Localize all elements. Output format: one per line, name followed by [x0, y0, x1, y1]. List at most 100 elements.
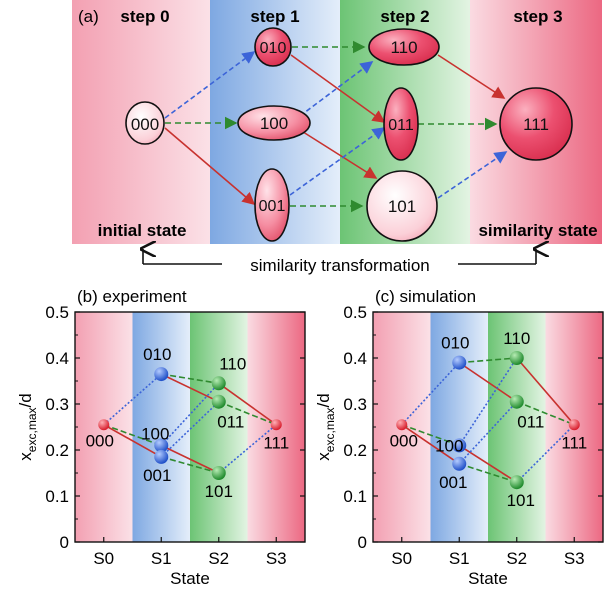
- arrow-000-001: [164, 127, 256, 206]
- data-label-110: 110: [219, 354, 246, 373]
- data-point-011: [211, 394, 226, 409]
- y-tick-label: 0.2: [45, 441, 69, 460]
- data-label-101: 101: [507, 491, 535, 510]
- data-point-001: [452, 456, 467, 471]
- state-nodes: 000 010 100 001 110 011: [125, 27, 573, 242]
- state-band-s2: [488, 312, 546, 542]
- data-point-100: [452, 438, 467, 453]
- similarity-state-label: similarity state: [478, 221, 597, 240]
- link-001-011: [160, 401, 220, 458]
- x-tick-label: S3: [564, 549, 585, 568]
- link-001-101: [459, 463, 517, 483]
- step3-label: step 3: [513, 7, 562, 26]
- data-point-111: [270, 419, 282, 431]
- y-tick-label: 0.2: [343, 441, 367, 460]
- y-axis-label-main: x: [314, 452, 333, 461]
- y-tick-label: 0.3: [343, 395, 367, 414]
- node-111: 111: [499, 87, 573, 161]
- data-point-110: [211, 376, 226, 391]
- x-axis-label: State: [468, 569, 508, 588]
- link-101-111: [218, 424, 277, 474]
- data-point-111: [568, 419, 580, 431]
- arrow-100-101: [299, 129, 378, 179]
- y-tick-label: 0.1: [343, 487, 367, 506]
- x-tick-label: S3: [266, 549, 287, 568]
- link-000-010: [103, 373, 162, 426]
- step1-label: step 1: [250, 7, 299, 26]
- arrow-100-110: [299, 61, 374, 117]
- y-tick-label: 0.5: [343, 303, 367, 322]
- panel-a-label: (a): [78, 7, 99, 26]
- link-010-110: [459, 357, 517, 364]
- y-tick-label: 0.4: [45, 349, 69, 368]
- data-label-000: 000: [86, 432, 114, 451]
- data-point-100: [154, 438, 169, 453]
- link-100-110: [458, 357, 518, 446]
- state-band-s1: [430, 312, 488, 542]
- data-label-001: 001: [143, 466, 171, 485]
- x-axis-label: State: [170, 569, 210, 588]
- data-point-011: [509, 394, 524, 409]
- chart-title: (b) experiment: [77, 287, 187, 306]
- link-011-111: [516, 400, 575, 426]
- y-tick-label: 0: [60, 533, 69, 552]
- x-tick-label: S0: [93, 549, 114, 568]
- link-001-101: [161, 456, 219, 474]
- data-label-101: 101: [205, 482, 233, 501]
- y-axis-label-tail: /d: [16, 393, 35, 407]
- node-000: 000: [125, 101, 165, 145]
- x-tick-label: S0: [391, 549, 412, 568]
- y-tick-label: 0: [358, 533, 367, 552]
- arrow-001-011: [289, 127, 386, 196]
- data-label-100: 100: [141, 424, 169, 443]
- link-011-111: [218, 400, 277, 426]
- arrow-101-111: [437, 151, 508, 199]
- data-label-111: 111: [263, 434, 289, 453]
- state-band-s1: [132, 312, 190, 542]
- node-101: 101: [366, 170, 438, 242]
- link-000-100: [103, 423, 162, 447]
- node-001-label: 001: [259, 198, 286, 215]
- data-label-011: 011: [217, 413, 244, 432]
- y-axis-label-tail: /d: [314, 393, 333, 407]
- y-tick-label: 0.1: [45, 487, 69, 506]
- node-001: 001: [254, 168, 290, 242]
- chart-simulation: 0 0.1 0.2 0.3 0.4 0.5 S0 S1 S2 S3 (c) simulation St…: [314, 287, 604, 588]
- chart-title: (c) simulation: [375, 287, 476, 306]
- initial-state-label: initial state: [98, 221, 187, 240]
- link-110-111: [218, 382, 277, 426]
- node-110-label: 110: [390, 38, 417, 57]
- data-label-001: 001: [439, 473, 467, 492]
- node-101-label: 101: [388, 197, 416, 216]
- link-100-101: [160, 444, 220, 474]
- x-tick-label: S1: [449, 549, 470, 568]
- y-tick-label: 0.3: [45, 395, 69, 414]
- node-011-label: 011: [388, 117, 414, 134]
- y-axis-label-main: x: [16, 452, 35, 461]
- data-label-111: 111: [561, 434, 587, 453]
- node-010-label: 010: [260, 40, 287, 57]
- link-100-101: [458, 444, 518, 483]
- data-point-010: [154, 367, 169, 382]
- link-101-111: [516, 424, 575, 483]
- step2-label: step 2: [380, 7, 429, 26]
- data-label-011: 011: [517, 413, 544, 432]
- similarity-transformation-label: similarity transformation: [250, 256, 430, 275]
- link-000-100: [401, 423, 460, 447]
- y-axis-label-sub: exc,max: [25, 408, 39, 453]
- transition-arrows: [164, 40, 508, 213]
- y-tick-label: 0.4: [343, 349, 367, 368]
- y-axis-label-sub: exc,max: [323, 408, 337, 453]
- arrow-110-111: [437, 54, 506, 99]
- node-100-label: 100: [260, 114, 288, 133]
- similarity-bracket: [143, 249, 536, 265]
- state-band-s2: [190, 312, 248, 542]
- data-label-110: 110: [503, 329, 530, 348]
- chart-experiment: 0 0.1 0.2 0.3 0.4 0.5 S0 S1 S2 S3 (b) experiment St…: [16, 287, 306, 588]
- link-010-011: [160, 373, 220, 403]
- arrow-010-011: [290, 54, 386, 123]
- node-000-label: 000: [131, 115, 159, 134]
- y-tick-label: 0.5: [45, 303, 69, 322]
- step0-label: step 0: [120, 7, 169, 26]
